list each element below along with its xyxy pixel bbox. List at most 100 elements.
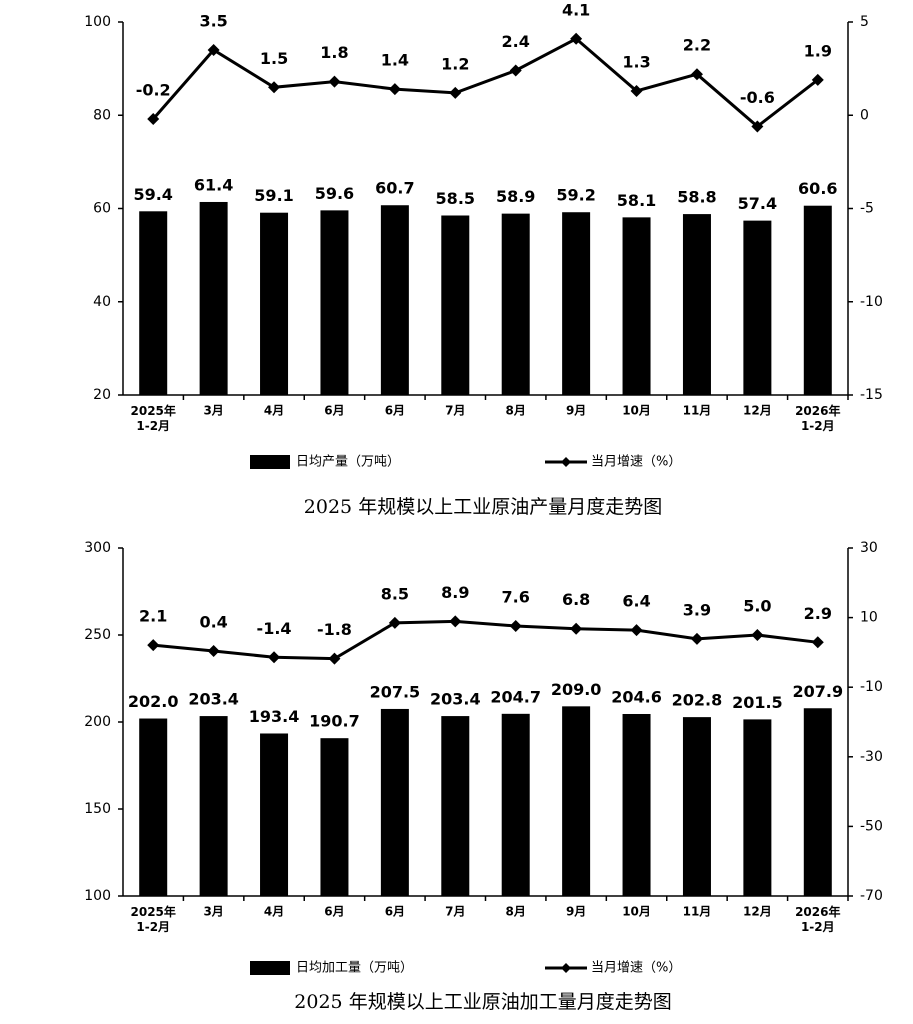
y2-tick-label: -10	[860, 679, 883, 695]
bar-value-label: 57.4	[738, 194, 777, 213]
bar	[743, 719, 772, 896]
line-marker	[147, 112, 160, 125]
chart-title: 2025 年规模以上工业原油产量月度走势图	[304, 496, 662, 518]
y2-tick-label: 30	[860, 540, 878, 556]
line-value-label: 6.4	[622, 592, 650, 611]
line-marker	[388, 616, 401, 629]
y2-tick-label: -15	[860, 387, 883, 403]
legend-swatch	[250, 961, 290, 975]
legend-label: 当月增速（%）	[591, 455, 681, 470]
line-marker	[207, 645, 220, 658]
line-marker	[147, 639, 160, 652]
y2-tick-label: -70	[860, 888, 883, 904]
x-tick-label: 7月	[445, 905, 465, 919]
chart-title: 2025 年规模以上工业原油加工量月度走势图	[294, 991, 671, 1013]
y-tick-label: 60	[93, 201, 111, 217]
bar	[199, 201, 228, 395]
line-value-label: 4.1	[562, 0, 590, 19]
line-value-label: 3.5	[199, 11, 227, 30]
bar	[260, 733, 289, 896]
y-tick-label: 20	[93, 387, 111, 403]
x-tick-label: 8月	[506, 905, 526, 919]
bar-value-label: 204.7	[490, 687, 541, 706]
line-marker	[630, 85, 643, 98]
bar-value-label: 202.0	[128, 692, 179, 711]
line-value-label: -1.4	[257, 619, 292, 638]
line-marker	[207, 43, 220, 56]
line-marker	[268, 81, 281, 94]
y-tick-label: 100	[84, 14, 111, 30]
bar-value-label: 190.7	[309, 712, 360, 731]
bar-value-label: 59.2	[556, 186, 595, 205]
line-value-label: 2.4	[502, 32, 530, 51]
y-tick-label: 200	[84, 714, 111, 730]
y2-tick-label: -5	[860, 201, 874, 217]
x-tick-label: 12月	[743, 905, 772, 919]
line-marker	[811, 636, 824, 649]
line-value-label: 1.9	[804, 41, 832, 60]
x-tick-label: 6月	[385, 905, 405, 919]
line-value-label: -0.2	[136, 80, 171, 99]
bar	[441, 215, 470, 395]
bar	[320, 738, 349, 896]
bar	[501, 713, 530, 896]
x-tick-label: 8月	[506, 404, 526, 418]
bar	[803, 205, 832, 395]
bar	[682, 214, 711, 395]
line-value-label: 2.1	[139, 607, 167, 626]
line-marker	[388, 83, 401, 96]
x-tick-label: 4月	[264, 905, 284, 919]
x-tick-label: 9月	[566, 404, 586, 418]
bar-value-label: 61.4	[194, 175, 233, 194]
bar-value-label: 193.4	[249, 707, 300, 726]
bar-value-label: 202.8	[672, 691, 723, 710]
y-tick-label: 300	[84, 540, 111, 556]
bar	[562, 212, 591, 395]
bar-value-label: 59.1	[254, 186, 293, 205]
legend-marker	[561, 963, 571, 973]
legend-label: 日均加工量（万吨）	[296, 961, 413, 976]
x-tick-label: 6月	[324, 404, 344, 418]
x-tick-label: 3月	[203, 905, 223, 919]
bar	[501, 213, 530, 395]
bar	[139, 718, 168, 896]
x-tick-label: 11月	[683, 404, 712, 418]
line-value-label: 5.0	[743, 597, 771, 616]
bar	[562, 706, 591, 896]
bar-value-label: 207.9	[792, 682, 843, 701]
legend-label: 日均产量（万吨）	[296, 455, 400, 470]
line-marker	[751, 120, 764, 133]
bar	[199, 716, 228, 896]
line-marker	[570, 32, 583, 45]
x-tick-label: 9月	[566, 905, 586, 919]
line-marker	[449, 86, 462, 99]
y-tick-label: 150	[84, 801, 111, 817]
line-value-label: 1.8	[320, 43, 348, 62]
x-tick-label: 10月	[622, 905, 651, 919]
line-value-label: 1.3	[622, 53, 650, 72]
y2-tick-label: -30	[860, 749, 883, 765]
line-value-label: 8.9	[441, 583, 469, 602]
line-value-label: 1.4	[381, 51, 409, 70]
bar	[682, 717, 711, 896]
y2-tick-label: -50	[860, 818, 883, 834]
bar-value-label: 58.8	[677, 188, 716, 207]
bar-value-label: 58.5	[436, 189, 475, 208]
bar-value-label: 201.5	[732, 693, 783, 712]
line-marker	[811, 73, 824, 86]
x-tick-label: 7月	[445, 404, 465, 418]
y2-tick-label: 10	[860, 610, 878, 626]
y2-tick-label: -10	[860, 294, 883, 310]
y2-tick-label: 0	[860, 107, 869, 123]
bar	[320, 210, 349, 395]
x-tick-label: 2026年 1-2月	[795, 904, 840, 934]
bar-value-label: 207.5	[370, 682, 421, 701]
bar	[622, 217, 651, 395]
line-value-label: 2.2	[683, 36, 711, 55]
legend-marker	[561, 457, 571, 467]
bar-value-label: 59.4	[133, 185, 172, 204]
line-marker	[570, 622, 583, 635]
x-tick-label: 10月	[622, 404, 651, 418]
bar-value-label: 204.6	[611, 687, 662, 706]
